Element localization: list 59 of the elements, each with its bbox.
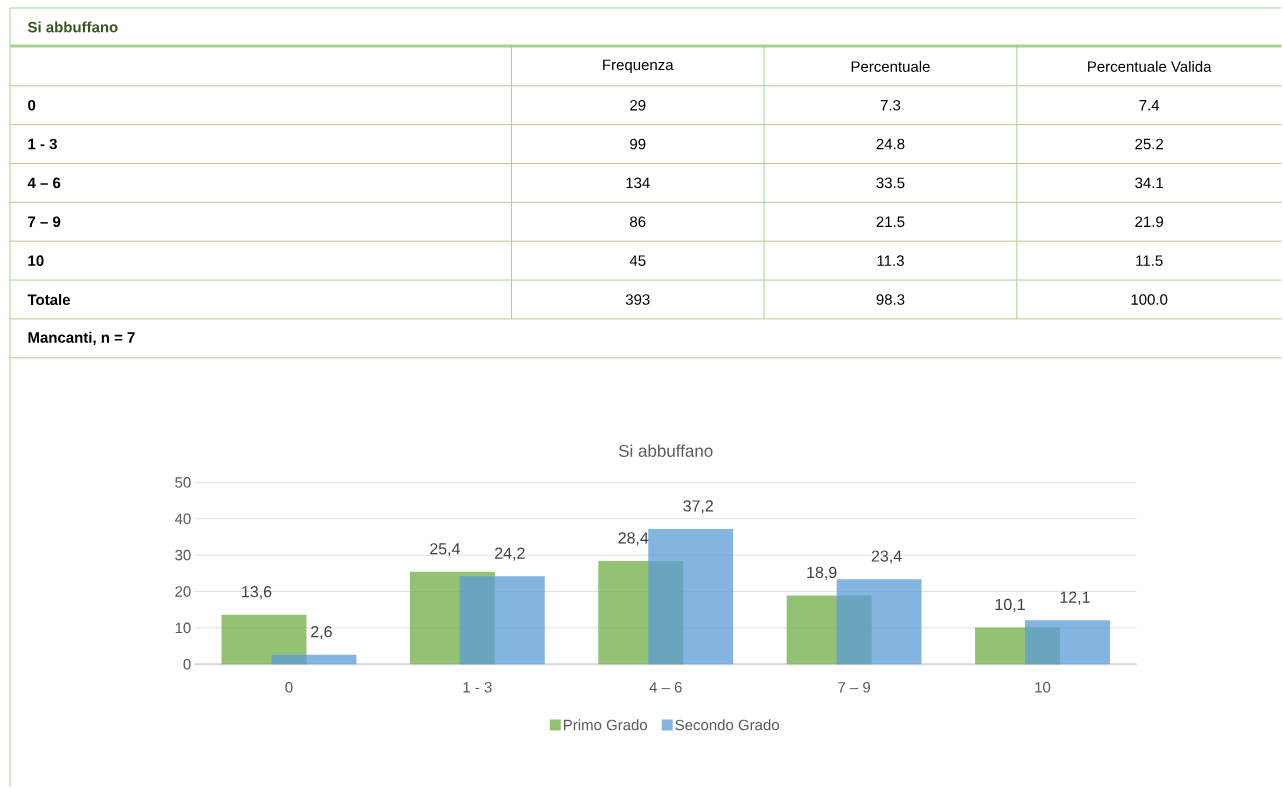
- text: 25.2: [1135, 138, 1163, 150]
- text: 134: [626, 177, 650, 189]
- data-label: 24,2: [495, 547, 525, 561]
- bar: [836, 579, 922, 665]
- text: 34.1: [1135, 177, 1164, 189]
- data-label: 28,4: [618, 532, 649, 546]
- data-label: 23,4: [871, 550, 902, 564]
- legend-label: Primo Grado: [564, 719, 648, 731]
- category-label: 0: [28, 100, 36, 111]
- y-tick-label: 50: [175, 477, 191, 488]
- y-tick-label: 30: [175, 550, 191, 561]
- category-label: Frequenza: [603, 59, 674, 74]
- category-label: Percentuale Valida: [1088, 61, 1212, 73]
- bar: [1025, 620, 1110, 665]
- y-tick-label: 0: [183, 659, 191, 670]
- data-label: 37,2: [683, 500, 713, 514]
- text: 45: [629, 255, 646, 267]
- bar: [459, 576, 545, 665]
- text: 86: [630, 216, 646, 228]
- bar: [221, 614, 307, 665]
- category-label: 10: [28, 255, 44, 267]
- data-label: 2,6: [311, 626, 332, 640]
- text: 7.3: [880, 100, 901, 111]
- text: 11.5: [1136, 255, 1163, 267]
- text: 7.4: [1139, 100, 1160, 111]
- category-label: Totale: [27, 294, 71, 306]
- category-label: 4 – 6: [27, 177, 61, 189]
- data-label: 12,1: [1060, 591, 1090, 605]
- data-label: 10,1: [995, 598, 1025, 613]
- x-tick-label: 1 - 3: [463, 682, 492, 693]
- data-label: 13,6: [242, 586, 272, 600]
- text: Mancanti, n = 7: [28, 332, 135, 346]
- x-tick-label: 0: [285, 682, 293, 693]
- text: 24.8: [876, 138, 905, 150]
- x-tick-label: 4 – 6: [649, 682, 682, 693]
- text: 100.0: [1131, 294, 1168, 306]
- text: 11.3: [877, 255, 904, 267]
- x-tick-label: 7 – 9: [838, 682, 871, 693]
- text: 99: [630, 138, 646, 150]
- bar: [271, 654, 357, 665]
- data-label: 18,9: [807, 567, 837, 581]
- text: 33.5: [876, 177, 905, 189]
- category-label: 7 – 9: [28, 216, 61, 228]
- y-tick-label: 10: [175, 622, 191, 634]
- text: 29: [630, 100, 646, 111]
- chart-title: Si abbuffano: [618, 444, 713, 458]
- y-tick-label: 20: [175, 586, 191, 598]
- text: 98.3: [876, 294, 905, 306]
- category-label: 1 - 3: [28, 138, 57, 150]
- text: Si abbuffano: [27, 21, 118, 33]
- bar: [648, 529, 734, 665]
- category-label: Percentuale: [851, 61, 930, 73]
- y-tick-label: 40: [174, 513, 191, 525]
- x-tick-label: 10: [1035, 682, 1051, 693]
- text: 21.5: [876, 216, 905, 228]
- text: 21.9: [1135, 216, 1164, 228]
- text: 393: [625, 294, 650, 306]
- legend-label: Secondo Grado: [675, 719, 779, 731]
- data-label: 25,4: [430, 543, 460, 557]
